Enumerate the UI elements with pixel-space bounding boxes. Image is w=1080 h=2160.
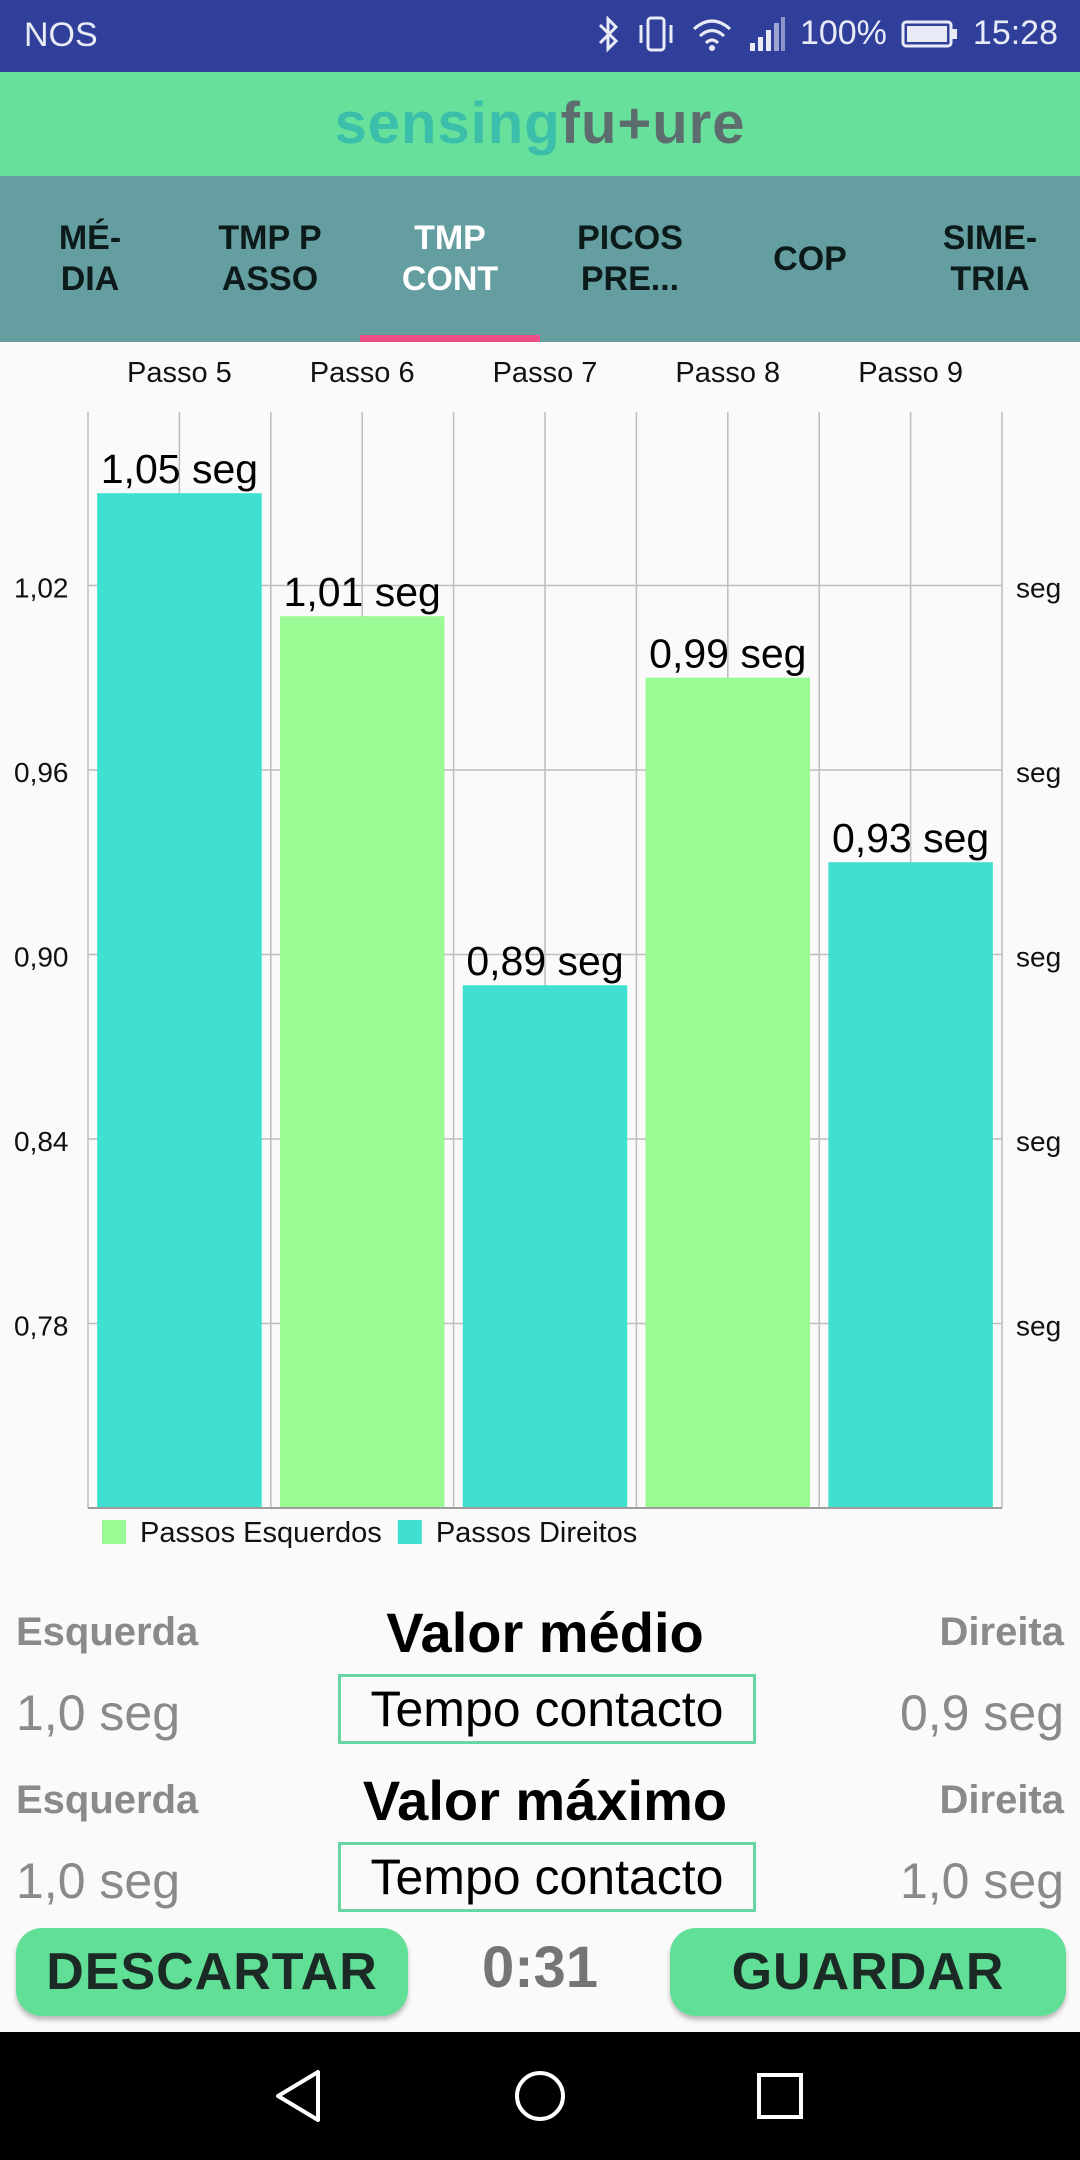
discard-button[interactable]: DESCARTAR xyxy=(16,1928,408,2016)
mean-metric-box: Tempo contacto xyxy=(338,1674,756,1744)
status-icons: 100% 15:28 xyxy=(596,14,1058,53)
bar-chart: 0,78 seg 0,84 seg 0,90 seg 0,96 seg 1,02 seg Passo… xyxy=(14,357,1061,1549)
x-tick-label: Passo 8 xyxy=(675,357,780,389)
tab-picos-pressao[interactable]: PICOS PRE... xyxy=(540,176,720,342)
tab-label: COP xyxy=(773,239,847,278)
active-tab-indicator xyxy=(360,335,540,342)
status-time: 15:28 xyxy=(972,14,1058,52)
tab-label: TMP P ASSO xyxy=(218,219,322,298)
tab-tmp-cont[interactable]: TMP CONT xyxy=(360,176,540,342)
data-label: 1,05 seg xyxy=(101,446,258,492)
mean-stat-block: Esquerda 1,0 seg Valor médio Tempo conta… xyxy=(0,1590,1080,1750)
logo-text-future: fu+ure xyxy=(560,91,746,156)
data-label: 0,99 seg xyxy=(649,631,806,677)
mean-right-label: Direita xyxy=(939,1610,1065,1654)
tab-label: SIME- TRIA xyxy=(942,219,1038,298)
mean-title: Valor médio xyxy=(386,1601,704,1664)
max-right-value: 1,0 seg xyxy=(899,1853,1064,1909)
legend-label: Passos Esquerdos xyxy=(140,1517,382,1549)
x-tick-label: Passo 6 xyxy=(310,357,415,389)
max-title: Valor máximo xyxy=(362,1769,728,1832)
x-tick-label: Passo 9 xyxy=(858,357,963,389)
home-icon[interactable] xyxy=(510,2066,570,2126)
tab-media[interactable]: MÉ- DIA xyxy=(0,176,180,342)
contact-time-chart: 0,78 seg 0,84 seg 0,90 seg 0,96 seg 1,02 seg Passo… xyxy=(0,342,1080,1562)
y-tick-label: 0,78 xyxy=(14,1310,69,1341)
y-tick-label: 0,96 xyxy=(14,757,69,788)
bar xyxy=(279,616,445,1508)
back-icon[interactable] xyxy=(270,2066,330,2126)
logo-text-sensing: sensing xyxy=(334,91,561,156)
app-header: sensingfu+ure xyxy=(0,72,1080,176)
legend-swatch xyxy=(397,1520,422,1544)
x-tick-label: Passo 5 xyxy=(127,357,232,389)
battery-icon xyxy=(901,20,957,47)
signal-icon xyxy=(749,16,785,51)
battery-percent: 100% xyxy=(799,14,887,52)
tab-tmp-passo[interactable]: TMP P ASSO xyxy=(180,176,360,342)
bar xyxy=(828,862,993,1508)
max-right-label: Direita xyxy=(939,1778,1065,1822)
tab-label: TMP CONT xyxy=(401,219,499,298)
tab-label: MÉ- DIA xyxy=(58,219,122,298)
data-label: 0,93 seg xyxy=(832,815,989,861)
vibrate-icon xyxy=(639,16,673,51)
carrier-name: NOS xyxy=(24,16,98,54)
max-metric-box: Tempo contacto xyxy=(338,1842,756,1912)
tab-bar: MÉ- DIA TMP P ASSO TMP CONT PICOS PRE...… xyxy=(0,176,1080,342)
max-left-value: 1,0 seg xyxy=(16,1853,181,1909)
max-stat-block: Esquerda 1,0 seg Valor máximo Tempo cont… xyxy=(0,1758,1080,1918)
recents-icon[interactable] xyxy=(750,2066,810,2126)
bar xyxy=(97,493,262,1508)
session-timer: 0:31 xyxy=(481,1935,599,2000)
legend-swatch xyxy=(102,1520,126,1544)
mean-right-value: 0,9 seg xyxy=(899,1685,1064,1741)
legend-label: Passos Direitos xyxy=(436,1517,637,1549)
x-tick-label: Passo 7 xyxy=(493,357,598,389)
tab-label: PICOS PRE... xyxy=(577,219,683,298)
tab-cop[interactable]: COP xyxy=(720,176,900,342)
bar xyxy=(645,677,811,1508)
right-tick-label: seg xyxy=(1016,1126,1061,1157)
navigation-bar xyxy=(0,2032,1080,2160)
y-tick-label: 0,90 xyxy=(14,941,69,972)
right-tick-label: seg xyxy=(1016,941,1061,972)
action-row: DESCARTAR 0:31 GUARDAR xyxy=(0,1928,1080,2028)
mean-left-value: 1,0 seg xyxy=(16,1685,181,1741)
wifi-icon xyxy=(692,19,731,51)
y-tick-label: 0,84 xyxy=(14,1126,69,1157)
data-label: 0,89 seg xyxy=(466,938,623,984)
app-logo: sensingfu+ure xyxy=(334,90,745,157)
bar xyxy=(462,985,628,1508)
tab-simetria[interactable]: SIME- TRIA xyxy=(900,176,1080,342)
bluetooth-icon xyxy=(598,14,619,53)
data-label: 1,01 seg xyxy=(284,569,441,615)
right-tick-label: seg xyxy=(1016,757,1061,788)
status-bar: NOS 100% 15:28 xyxy=(0,0,1080,72)
max-left-label: Esquerda xyxy=(16,1778,199,1822)
mean-left-label: Esquerda xyxy=(16,1610,199,1654)
y-tick-label: 1,02 xyxy=(14,572,69,603)
save-button[interactable]: GUARDAR xyxy=(670,1928,1066,2016)
right-tick-label: seg xyxy=(1016,572,1061,603)
right-tick-label: seg xyxy=(1016,1310,1061,1341)
